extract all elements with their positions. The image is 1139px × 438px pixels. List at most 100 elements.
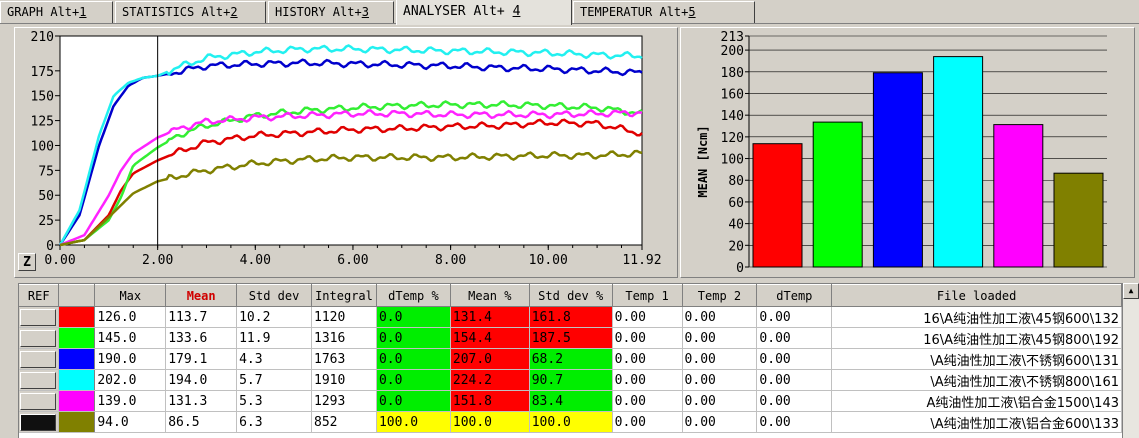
table-row[interactable]: 190.0 179.1 4.3 1763 0.0 207.0 68.2 0.00 0.00 0.0… — [19, 348, 1122, 370]
file-path: \A纯油性加工液\不锈钢800\161 — [930, 374, 1119, 390]
ref-button[interactable] — [20, 413, 56, 431]
cell-mean: 194.0 — [165, 369, 238, 391]
y-tick-label: 100 — [31, 139, 54, 154]
cell-mean: 179.1 — [165, 348, 238, 370]
bar-y-tick-label: 120 — [721, 131, 744, 146]
bar-2[interactable] — [812, 121, 863, 268]
y-tick-label: 25 — [38, 214, 54, 229]
cell-temp2: 0.00 — [682, 306, 758, 328]
bar-6[interactable] — [1053, 172, 1104, 268]
color-swatch[interactable] — [58, 411, 96, 433]
ref-cell[interactable] — [19, 306, 60, 328]
cell-file-loaded: 16\A纯油性加工液\45钢600\132 — [831, 306, 1122, 328]
cell-dtemp: 0.00 — [756, 306, 833, 328]
ref-button[interactable] — [20, 371, 56, 389]
scroll-up-arrow-icon[interactable]: ▲ — [1123, 283, 1139, 299]
cell-max: 202.0 — [94, 369, 167, 391]
column-header[interactable]: REF — [19, 284, 60, 307]
column-header[interactable]: Mean — [165, 284, 238, 307]
tab-shortcut-key: 3 — [361, 5, 369, 19]
cell-temp1: 0.00 — [612, 369, 683, 391]
cell-dtemp-pct: 100.0 — [376, 411, 451, 433]
column-header[interactable]: Temp 2 — [682, 284, 758, 307]
ref-cell[interactable] — [19, 390, 60, 412]
y-tick-label: 150 — [31, 90, 54, 105]
file-path: 16\A纯油性加工液\45钢600\132 — [923, 311, 1119, 327]
ref-button[interactable] — [20, 392, 56, 410]
column-header[interactable]: Mean % — [450, 284, 530, 307]
tab-label: GRAPH Alt+ — [7, 5, 80, 19]
column-header[interactable]: Integral — [311, 284, 377, 307]
line-series-4 — [58, 44, 643, 246]
x-tick-label: 10.00 — [529, 253, 568, 268]
cell-mean: 113.7 — [165, 306, 238, 328]
cell-max: 145.0 — [94, 327, 167, 349]
cell-dtemp-pct: 0.0 — [376, 327, 451, 349]
table-row[interactable]: 94.0 86.5 6.3 852 100.0 100.0 100.0 0.00 0.00 0.0… — [19, 411, 1122, 433]
cell-temp2: 0.00 — [682, 411, 758, 433]
ref-cell[interactable] — [19, 348, 60, 370]
tab-1[interactable]: GRAPH Alt+1 — [0, 1, 113, 23]
cell-mean-pct: 100.0 — [450, 411, 530, 433]
tab-4[interactable]: ANALYSER Alt+ 4 — [396, 0, 572, 25]
table-scrollbar[interactable]: ▲ — [1122, 283, 1139, 438]
bar-3[interactable] — [872, 72, 923, 268]
tab-shortcut-key: 2 — [230, 5, 238, 19]
color-swatch[interactable] — [58, 390, 96, 412]
cell-max: 139.0 — [94, 390, 167, 412]
column-header[interactable]: Temp 1 — [612, 284, 683, 307]
ref-button[interactable] — [20, 350, 56, 368]
bar-4[interactable] — [933, 56, 984, 268]
color-swatch[interactable] — [58, 327, 96, 349]
y-tick-label: 75 — [38, 164, 54, 179]
table-row[interactable]: 126.0 113.7 10.2 1120 0.0 131.4 161.8 0.00 0.00 0… — [19, 306, 1122, 328]
cell-dtemp-pct: 0.0 — [376, 348, 451, 370]
line-chart[interactable]: 0 25 50 75 100 125 150 175 210 0.00 2.00 4.00 6.00 8.… — [14, 27, 678, 278]
tab-5[interactable]: TEMPERATUR Alt+5 — [573, 1, 755, 23]
table-row[interactable]: 145.0 133.6 11.9 1316 0.0 154.4 187.5 0.00 0.00 0… — [19, 327, 1122, 349]
ref-button[interactable] — [20, 329, 56, 347]
y-tick-label: 125 — [31, 115, 54, 130]
cell-mean-pct: 154.4 — [450, 327, 530, 349]
y-tick-label: 0 — [46, 239, 54, 254]
file-path: \A纯油性加工液\不锈钢600\131 — [930, 353, 1119, 369]
table-row[interactable]: 202.0 194.0 5.7 1910 0.0 224.2 90.7 0.00 0.00 0.0… — [19, 369, 1122, 391]
column-header[interactable]: File loaded — [831, 284, 1122, 307]
tab-label: HISTORY Alt+ — [275, 5, 362, 19]
cell-dtemp: 0.00 — [756, 390, 833, 412]
tab-2[interactable]: STATISTICS Alt+2 — [115, 1, 266, 23]
cell-mean-pct: 207.0 — [450, 348, 530, 370]
cell-std: 5.3 — [236, 390, 312, 412]
cell-std-pct: 83.4 — [529, 390, 613, 412]
ref-button[interactable] — [20, 308, 56, 326]
x-tick-label: 0.00 — [44, 253, 75, 268]
column-header[interactable]: Std dev — [236, 284, 312, 307]
column-header[interactable]: Std dev % — [529, 284, 613, 307]
tab-3[interactable]: HISTORY Alt+3 — [268, 1, 394, 23]
color-swatch[interactable] — [58, 306, 96, 328]
file-path: A纯油性加工液\铝合金1500\143 — [926, 395, 1119, 411]
column-header[interactable]: Max — [94, 284, 167, 307]
color-swatch[interactable] — [58, 369, 96, 391]
column-header[interactable] — [58, 284, 96, 307]
bar-y-tick-label: 60 — [728, 196, 744, 211]
color-swatch[interactable] — [58, 348, 96, 370]
ref-cell[interactable] — [19, 411, 60, 433]
cell-temp2: 0.00 — [682, 369, 758, 391]
bar-1[interactable] — [752, 143, 803, 268]
cell-mean-pct: 224.2 — [450, 369, 530, 391]
ref-cell[interactable] — [19, 327, 60, 349]
ref-cell[interactable] — [19, 369, 60, 391]
column-header[interactable]: dTemp — [756, 284, 833, 307]
cell-dtemp: 0.00 — [756, 327, 833, 349]
bar-5[interactable] — [993, 124, 1044, 268]
zoom-label[interactable]: Z — [18, 253, 36, 271]
column-header[interactable]: dTemp % — [376, 284, 451, 307]
table-row[interactable]: 139.0 131.3 5.3 1293 0.0 151.8 83.4 0.00 0.00 0.0… — [19, 390, 1122, 412]
tab-bar: GRAPH Alt+1 STATISTICS Alt+2 HISTORY Alt+3… — [0, 0, 1139, 25]
line-plot-area — [59, 35, 643, 246]
cell-dtemp: 0.00 — [756, 348, 833, 370]
cell-file-loaded: 16\A纯油性加工液\45钢800\192 — [831, 327, 1122, 349]
cell-temp2: 0.00 — [682, 390, 758, 412]
